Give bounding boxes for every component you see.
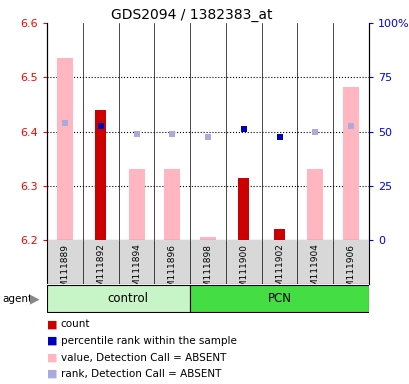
Text: agent: agent xyxy=(2,293,32,304)
Bar xyxy=(190,285,368,312)
Text: count: count xyxy=(61,319,90,329)
Text: ■: ■ xyxy=(47,319,58,329)
Text: value, Detection Call = ABSENT: value, Detection Call = ABSENT xyxy=(61,353,225,362)
Text: GSM111889: GSM111889 xyxy=(61,243,70,298)
Text: percentile rank within the sample: percentile rank within the sample xyxy=(61,336,236,346)
Bar xyxy=(128,169,144,240)
Text: ▶: ▶ xyxy=(29,292,39,305)
Text: PCN: PCN xyxy=(267,292,291,305)
Text: ■: ■ xyxy=(47,353,58,362)
Text: rank, Detection Call = ABSENT: rank, Detection Call = ABSENT xyxy=(61,369,220,379)
Text: GSM111906: GSM111906 xyxy=(346,243,355,298)
Bar xyxy=(57,58,73,240)
Bar xyxy=(307,169,323,240)
Title: GDS2094 / 1382383_at: GDS2094 / 1382383_at xyxy=(111,8,272,22)
Text: control: control xyxy=(107,292,148,305)
Bar xyxy=(47,285,190,312)
Text: GSM111894: GSM111894 xyxy=(132,243,141,298)
Bar xyxy=(200,237,216,240)
Text: GSM111898: GSM111898 xyxy=(203,243,212,298)
Bar xyxy=(164,169,180,240)
Bar xyxy=(274,229,284,240)
Text: GSM111900: GSM111900 xyxy=(239,243,248,298)
Text: GSM111902: GSM111902 xyxy=(274,243,283,298)
Text: ■: ■ xyxy=(47,369,58,379)
Text: GSM111896: GSM111896 xyxy=(167,243,176,298)
Bar xyxy=(95,110,106,240)
Text: GSM111904: GSM111904 xyxy=(310,243,319,298)
Text: GSM111892: GSM111892 xyxy=(96,243,105,298)
Text: ■: ■ xyxy=(47,336,58,346)
Bar xyxy=(342,86,358,240)
Bar xyxy=(238,178,249,240)
